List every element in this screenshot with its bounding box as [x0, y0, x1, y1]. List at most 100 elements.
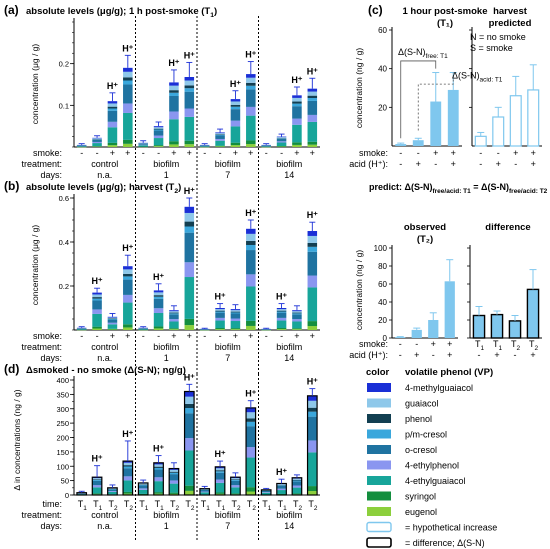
bar-segment-4-ethylphenol	[184, 438, 195, 451]
acid-value: +	[414, 350, 419, 360]
bar-segment-syringol	[246, 320, 256, 326]
bar-segment-eugenol	[307, 326, 318, 330]
time-value: T1	[155, 499, 165, 512]
smoke-value: -	[265, 148, 268, 158]
bar-segment-4-ethylguaiacol	[76, 329, 87, 330]
bar-segment-4-ethylphenol	[123, 294, 133, 303]
bar-segment-phenol	[230, 479, 241, 481]
bar-segment-guaiacol	[153, 127, 164, 129]
panel-d-letter: (d)	[4, 362, 19, 376]
bar-segment-p-m-cresol	[246, 85, 256, 90]
days-row-label: days:	[40, 353, 62, 363]
legend-item-label: 4-methylguaiacol	[405, 383, 473, 393]
h-plus-label: H⁺	[107, 81, 118, 91]
bar-segment-4-ethylguaiacol	[230, 321, 241, 329]
y-tick-label: 0.6	[59, 194, 69, 203]
bar-segment-4-methylguaiacol	[153, 126, 164, 128]
bar-segment-4-ethylphenol	[92, 141, 102, 144]
bar-segment-o-cresol	[92, 139, 102, 142]
smoke-value: +	[431, 339, 436, 349]
bar-segment-phenol	[246, 82, 256, 86]
legend-swatch	[367, 383, 391, 392]
smoke-value: +	[248, 148, 253, 158]
bar-segment-guaiacol	[169, 311, 179, 313]
time-value: T1	[216, 499, 226, 512]
bar-segment-phenol	[169, 471, 179, 473]
legend-item-label: 4-ethylphenol	[405, 461, 459, 471]
legend-n: N = no smoke	[470, 32, 526, 42]
legend-item-label: phenol	[405, 414, 432, 424]
time-value: T1	[278, 499, 288, 512]
h-plus-label: H⁺	[276, 292, 287, 302]
smoke-value: -	[96, 148, 99, 158]
bar-segment-syringol	[123, 139, 133, 144]
bar-segment-syringol	[276, 328, 287, 330]
bar	[412, 140, 424, 146]
bar-segment-guaiacol	[92, 478, 102, 480]
bar-segment-4-ethylguaiacol	[230, 126, 241, 143]
bar-segment-phenol	[169, 312, 179, 314]
bar	[527, 89, 540, 147]
h-plus-label: H⁺	[276, 467, 287, 477]
bar-segment-4-ethylguaiacol	[107, 491, 118, 495]
bar-segment-phenol	[123, 273, 133, 277]
bar	[472, 314, 486, 339]
bar-segment-4-methylguaiacol	[123, 266, 133, 270]
legend-swatch	[367, 491, 391, 501]
bar-segment-4-methylguaiacol	[107, 101, 118, 104]
bar-segment-4-ethylguaiacol	[276, 490, 287, 494]
smoke-value: -	[265, 331, 268, 341]
panel-c-t1-sub: (T₁)	[437, 18, 453, 29]
bar-segment-guaiacol	[307, 400, 318, 408]
bar	[490, 313, 504, 339]
bar-segment-guaiacol	[92, 138, 102, 139]
bar-segment-4-ethylguaiacol	[92, 313, 102, 327]
bar-segment-guaiacol	[215, 468, 225, 471]
smoke-value: -	[203, 331, 206, 341]
bar-segment-p-m-cresol	[230, 312, 241, 314]
smoke-value: -	[219, 331, 222, 341]
bar-segment-4-ethylphenol	[307, 114, 318, 122]
treatment-name: biofilm	[276, 510, 302, 520]
panel-c-harvest-sub: predicted	[489, 18, 532, 29]
bar-segment-guaiacol	[123, 71, 133, 78]
smoke-value: -	[80, 331, 83, 341]
time-value: T1	[93, 499, 103, 512]
panel-c-difference-title: difference	[485, 222, 530, 233]
bar-segment-syringol	[246, 487, 256, 492]
bar-segment-syringol	[292, 493, 302, 495]
bar-segment-o-cresol	[292, 106, 302, 119]
time-row-label: time:	[42, 499, 62, 509]
bar-segment-4-ethylguaiacol	[138, 329, 148, 330]
h-plus-label: H⁺	[230, 79, 241, 89]
days-value: 1	[164, 521, 169, 531]
bar-segment-4-methylguaiacol	[184, 206, 195, 213]
bar-segment-guaiacol	[307, 235, 318, 243]
bar-segment-o-cresol	[199, 145, 210, 146]
bar	[428, 320, 439, 338]
smoke-value: +	[451, 148, 456, 158]
bar-segment-phenol	[184, 221, 195, 227]
smoke-row-label: smoke:	[359, 148, 388, 158]
legend-header-name: volatile phenol (VP)	[405, 367, 493, 378]
bar-segment-o-cresol	[92, 480, 102, 486]
days-value: 7	[225, 170, 230, 180]
bar-segment-4-ethylguaiacol	[107, 324, 118, 329]
smoke-value: -	[203, 148, 206, 158]
bar-segment-syringol	[184, 485, 195, 491]
bar	[395, 337, 406, 338]
delta-free-bracket	[400, 60, 437, 139]
bar-segment-p-m-cresol	[276, 485, 287, 486]
legend-swatch	[367, 429, 391, 439]
bar-segment-4-ethylphenol	[169, 111, 179, 120]
bar-segment-phenol	[292, 479, 302, 481]
bar-segment-o-cresol	[107, 110, 118, 122]
bar-segment-4-ethylphenol	[123, 103, 133, 113]
bar-segment-o-cresol	[276, 312, 287, 318]
legend-hyp-swatch	[366, 521, 392, 533]
bar-segment-4-ethylphenol	[276, 141, 287, 143]
acid-value: +	[531, 159, 536, 169]
bar-segment-o-cresol	[184, 91, 195, 109]
legend-item-label: p/m-cresol	[405, 430, 447, 440]
y-tick-label: 80	[378, 262, 387, 271]
